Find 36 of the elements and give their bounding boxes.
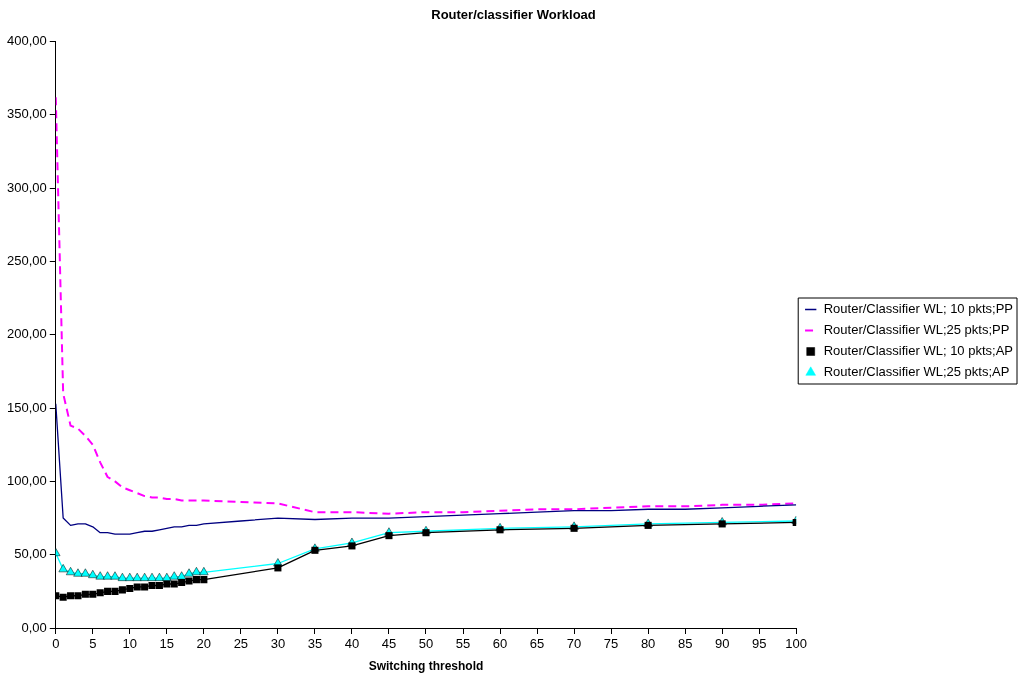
x-tick-label: 60 (492, 636, 508, 652)
x-tick-label: 80 (640, 636, 656, 652)
x-tick-label: 10 (122, 636, 138, 652)
x-tick-label: 95 (751, 636, 767, 652)
legend-label: Router/Classifier WL;25 pkts;AP (823, 364, 1010, 380)
y-tick-label: 400,00 (7, 33, 47, 49)
x-tick-label: 45 (381, 636, 397, 652)
x-tick-label: 100 (785, 636, 808, 652)
x-tick-label: 25 (233, 636, 249, 652)
x-tick-label: 5 (89, 636, 97, 652)
x-tick-label: 85 (677, 636, 693, 652)
legend-label: Router/Classifier WL; 10 pkts;AP (823, 343, 1014, 359)
x-tick-label: 70 (566, 636, 582, 652)
y-tick-label: 350,00 (7, 106, 47, 122)
x-tick-label: 55 (455, 636, 471, 652)
y-tick-label: 200,00 (7, 326, 47, 342)
x-tick-label: 50 (418, 636, 434, 652)
x-tick-label: 40 (344, 636, 360, 652)
y-tick-label: 0,00 (21, 619, 47, 635)
x-tick-label: 0 (52, 636, 60, 652)
y-tick-label: 300,00 (7, 179, 47, 195)
y-tick-label: 50,00 (14, 546, 47, 562)
x-tick-label: 35 (307, 636, 323, 652)
x-tick-label: 90 (714, 636, 730, 652)
legend-label: Router/Classifier WL; 10 pkts;PP (823, 301, 1014, 317)
y-tick-label: 250,00 (7, 253, 47, 269)
x-tick-label: 65 (529, 636, 545, 652)
x-tick-label: 20 (196, 636, 212, 652)
x-tick-label: 75 (603, 636, 619, 652)
x-tick-label: 15 (159, 636, 175, 652)
x-tick-label: 30 (270, 636, 286, 652)
legend-label: Router/Classifier WL;25 pkts;PP (823, 322, 1010, 338)
y-tick-label: 100,00 (7, 472, 47, 488)
x-axis-title: Switching threshold (368, 659, 484, 674)
chart-title: Router/classifier Workload (431, 7, 596, 23)
y-tick-label: 150,00 (7, 399, 47, 415)
